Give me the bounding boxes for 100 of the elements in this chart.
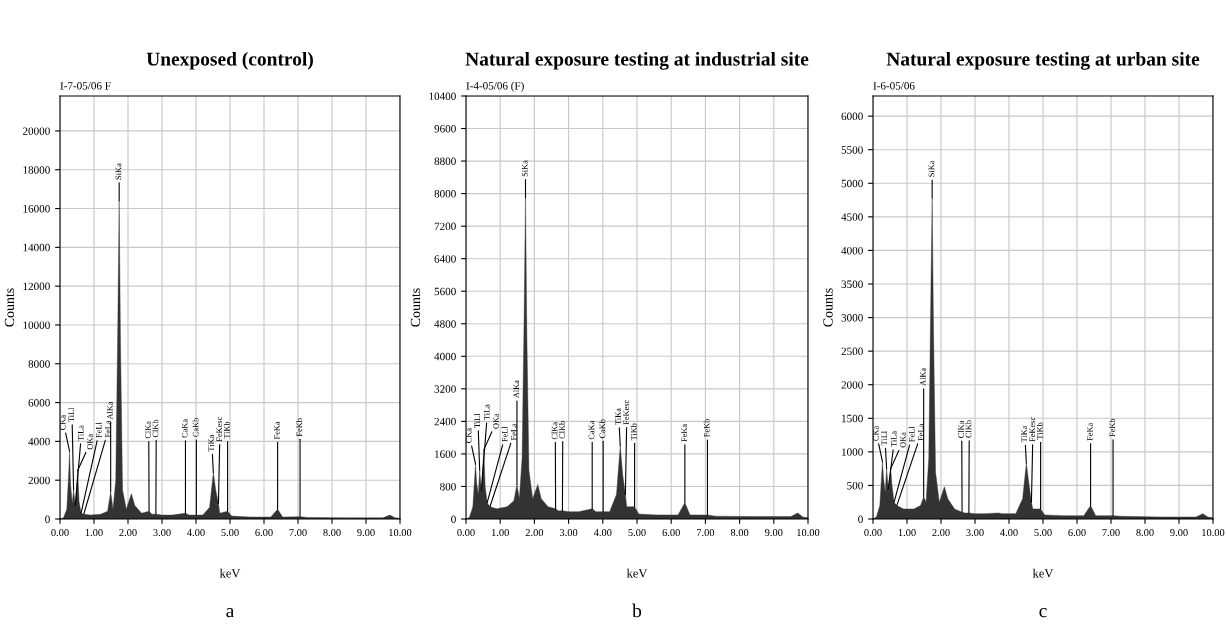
chart-title: Natural exposure testing at industrial site — [465, 51, 809, 70]
annotation: ClKa — [551, 422, 558, 440]
y-tick-label: 3500 — [841, 280, 863, 288]
annotation: TiKa — [615, 408, 621, 425]
annotation: CKa — [59, 415, 66, 430]
annotation: FeLl — [95, 422, 102, 438]
y-tick-label: 4000 — [841, 246, 863, 255]
y-tick-label: 0 — [451, 515, 456, 523]
y-tick-label: 5000 — [841, 179, 863, 188]
x-tick-label: 9.00 — [765, 529, 783, 537]
x-tick-label: 5.00 — [221, 529, 239, 537]
y-tick-label: 9600 — [434, 125, 456, 133]
y-tick-label: 7200 — [434, 222, 456, 231]
annotation: FeKa — [1087, 422, 1093, 441]
x-tick-label: 2.00 — [525, 529, 544, 537]
x-axis-title: keV — [219, 568, 241, 578]
x-tick-label: 9.00 — [357, 529, 375, 537]
y-tick-label: 18000 — [23, 166, 50, 174]
x-tick-label: 8.00 — [730, 529, 749, 537]
annotation: ClKb — [965, 420, 972, 438]
annotation: FeLa — [918, 423, 924, 441]
annotation: ClKb — [558, 421, 565, 439]
y-tick-label: 8000 — [28, 360, 50, 368]
x-tick-label: 10.00 — [1202, 529, 1225, 537]
y-tick-label: 10400 — [429, 92, 456, 100]
annotation: TiKa — [208, 434, 214, 452]
annotation: TiKb — [1036, 422, 1043, 440]
x-tick-label: 8.00 — [323, 529, 341, 537]
x-tick-label: 6.00 — [662, 529, 680, 537]
annotation: TiLa — [890, 431, 897, 447]
x-tick-label: 10.00 — [797, 529, 820, 537]
annotation: AlKa — [106, 401, 113, 420]
y-tick-label: 0 — [858, 515, 863, 523]
annotation: FeLl — [908, 426, 915, 442]
y-tick-label: 4500 — [841, 213, 863, 221]
x-tick-label: 0.00 — [457, 529, 475, 537]
text: c — [1039, 607, 1047, 618]
annotation: SiKa — [115, 163, 122, 180]
y-tick-label: 6000 — [28, 399, 50, 407]
y-tick-label: 4000 — [28, 437, 50, 446]
y-axis-title: Counts — [823, 288, 833, 327]
x-tick-label: 4.00 — [593, 529, 612, 537]
x-tick-label: 7.00 — [289, 529, 307, 537]
x-tick-label: 3.00 — [966, 529, 984, 537]
annotation: TiLl — [881, 431, 888, 446]
y-tick-label: 2400 — [434, 417, 456, 426]
x-tick-label: 3.00 — [559, 529, 578, 537]
x-tick-label: 4.00 — [187, 529, 205, 537]
annotation: OKa — [900, 432, 906, 448]
annotation: CaKa — [181, 419, 188, 438]
y-tick-label: 14000 — [23, 243, 50, 252]
y-tick-label: 8000 — [434, 190, 456, 198]
annotation: FeLa — [511, 423, 517, 441]
text: I-7-05/06 F — [60, 82, 111, 90]
annotation: FeKesc — [216, 416, 223, 442]
annotation: CKa — [872, 425, 879, 441]
annotation: TiLl — [68, 407, 75, 422]
x-tick-label: 0.00 — [864, 529, 882, 537]
x-tick-label: 5.00 — [1034, 529, 1052, 537]
annotation: SiKa — [521, 160, 528, 177]
text: a — [226, 607, 235, 618]
annotation: TiKa — [1021, 425, 1027, 443]
y-tick-label: 5600 — [434, 287, 456, 296]
x-tick-label: 1.00 — [492, 529, 509, 537]
annotation: CaKb — [192, 418, 199, 437]
y-tick-label: 4800 — [434, 320, 456, 328]
annotation: SiKa — [928, 160, 935, 177]
annotation: AlKa — [513, 380, 520, 399]
y-tick-label: 4000 — [434, 352, 456, 361]
x-tick-label: 7.00 — [1102, 529, 1120, 537]
x-tick-label: 1.00 — [85, 529, 103, 537]
y-tick-label: 16000 — [23, 205, 50, 213]
y-tick-label: 10000 — [23, 321, 50, 329]
annotation: CKa — [465, 428, 472, 443]
annotation: FeKb — [1109, 418, 1116, 437]
y-tick-label: 6400 — [434, 255, 456, 263]
x-tick-label: 2.00 — [932, 529, 950, 537]
y-tick-label: 2500 — [841, 347, 863, 356]
annotation: TiKb — [630, 423, 637, 441]
y-tick-label: 1000 — [842, 448, 863, 456]
annotation: FeLa — [105, 420, 111, 438]
y-tick-label: 5500 — [841, 146, 863, 154]
text: b — [632, 603, 642, 618]
text: I-6-05/06 — [873, 82, 915, 90]
x-tick-label: 6.00 — [255, 529, 273, 537]
x-tick-label: 3.00 — [153, 529, 171, 537]
chart-title: Unexposed (control) — [146, 51, 313, 70]
annotation: CaKb — [599, 419, 606, 439]
x-tick-label: 4.00 — [1000, 529, 1018, 537]
x-tick-label: 5.00 — [628, 529, 646, 537]
y-tick-label: 1600 — [435, 450, 456, 458]
x-tick-label: 9.00 — [1170, 529, 1188, 537]
annotation: ClKa — [957, 420, 964, 438]
annotation: TiLa — [77, 425, 84, 441]
y-axis-title: Counts — [410, 288, 421, 327]
y-tick-label: 20000 — [22, 127, 50, 135]
x-tick-label: 6.00 — [1068, 529, 1086, 537]
x-tick-label: 1.00 — [898, 529, 916, 537]
y-tick-label: 500 — [847, 481, 863, 490]
y-tick-label: 1500 — [842, 414, 863, 423]
